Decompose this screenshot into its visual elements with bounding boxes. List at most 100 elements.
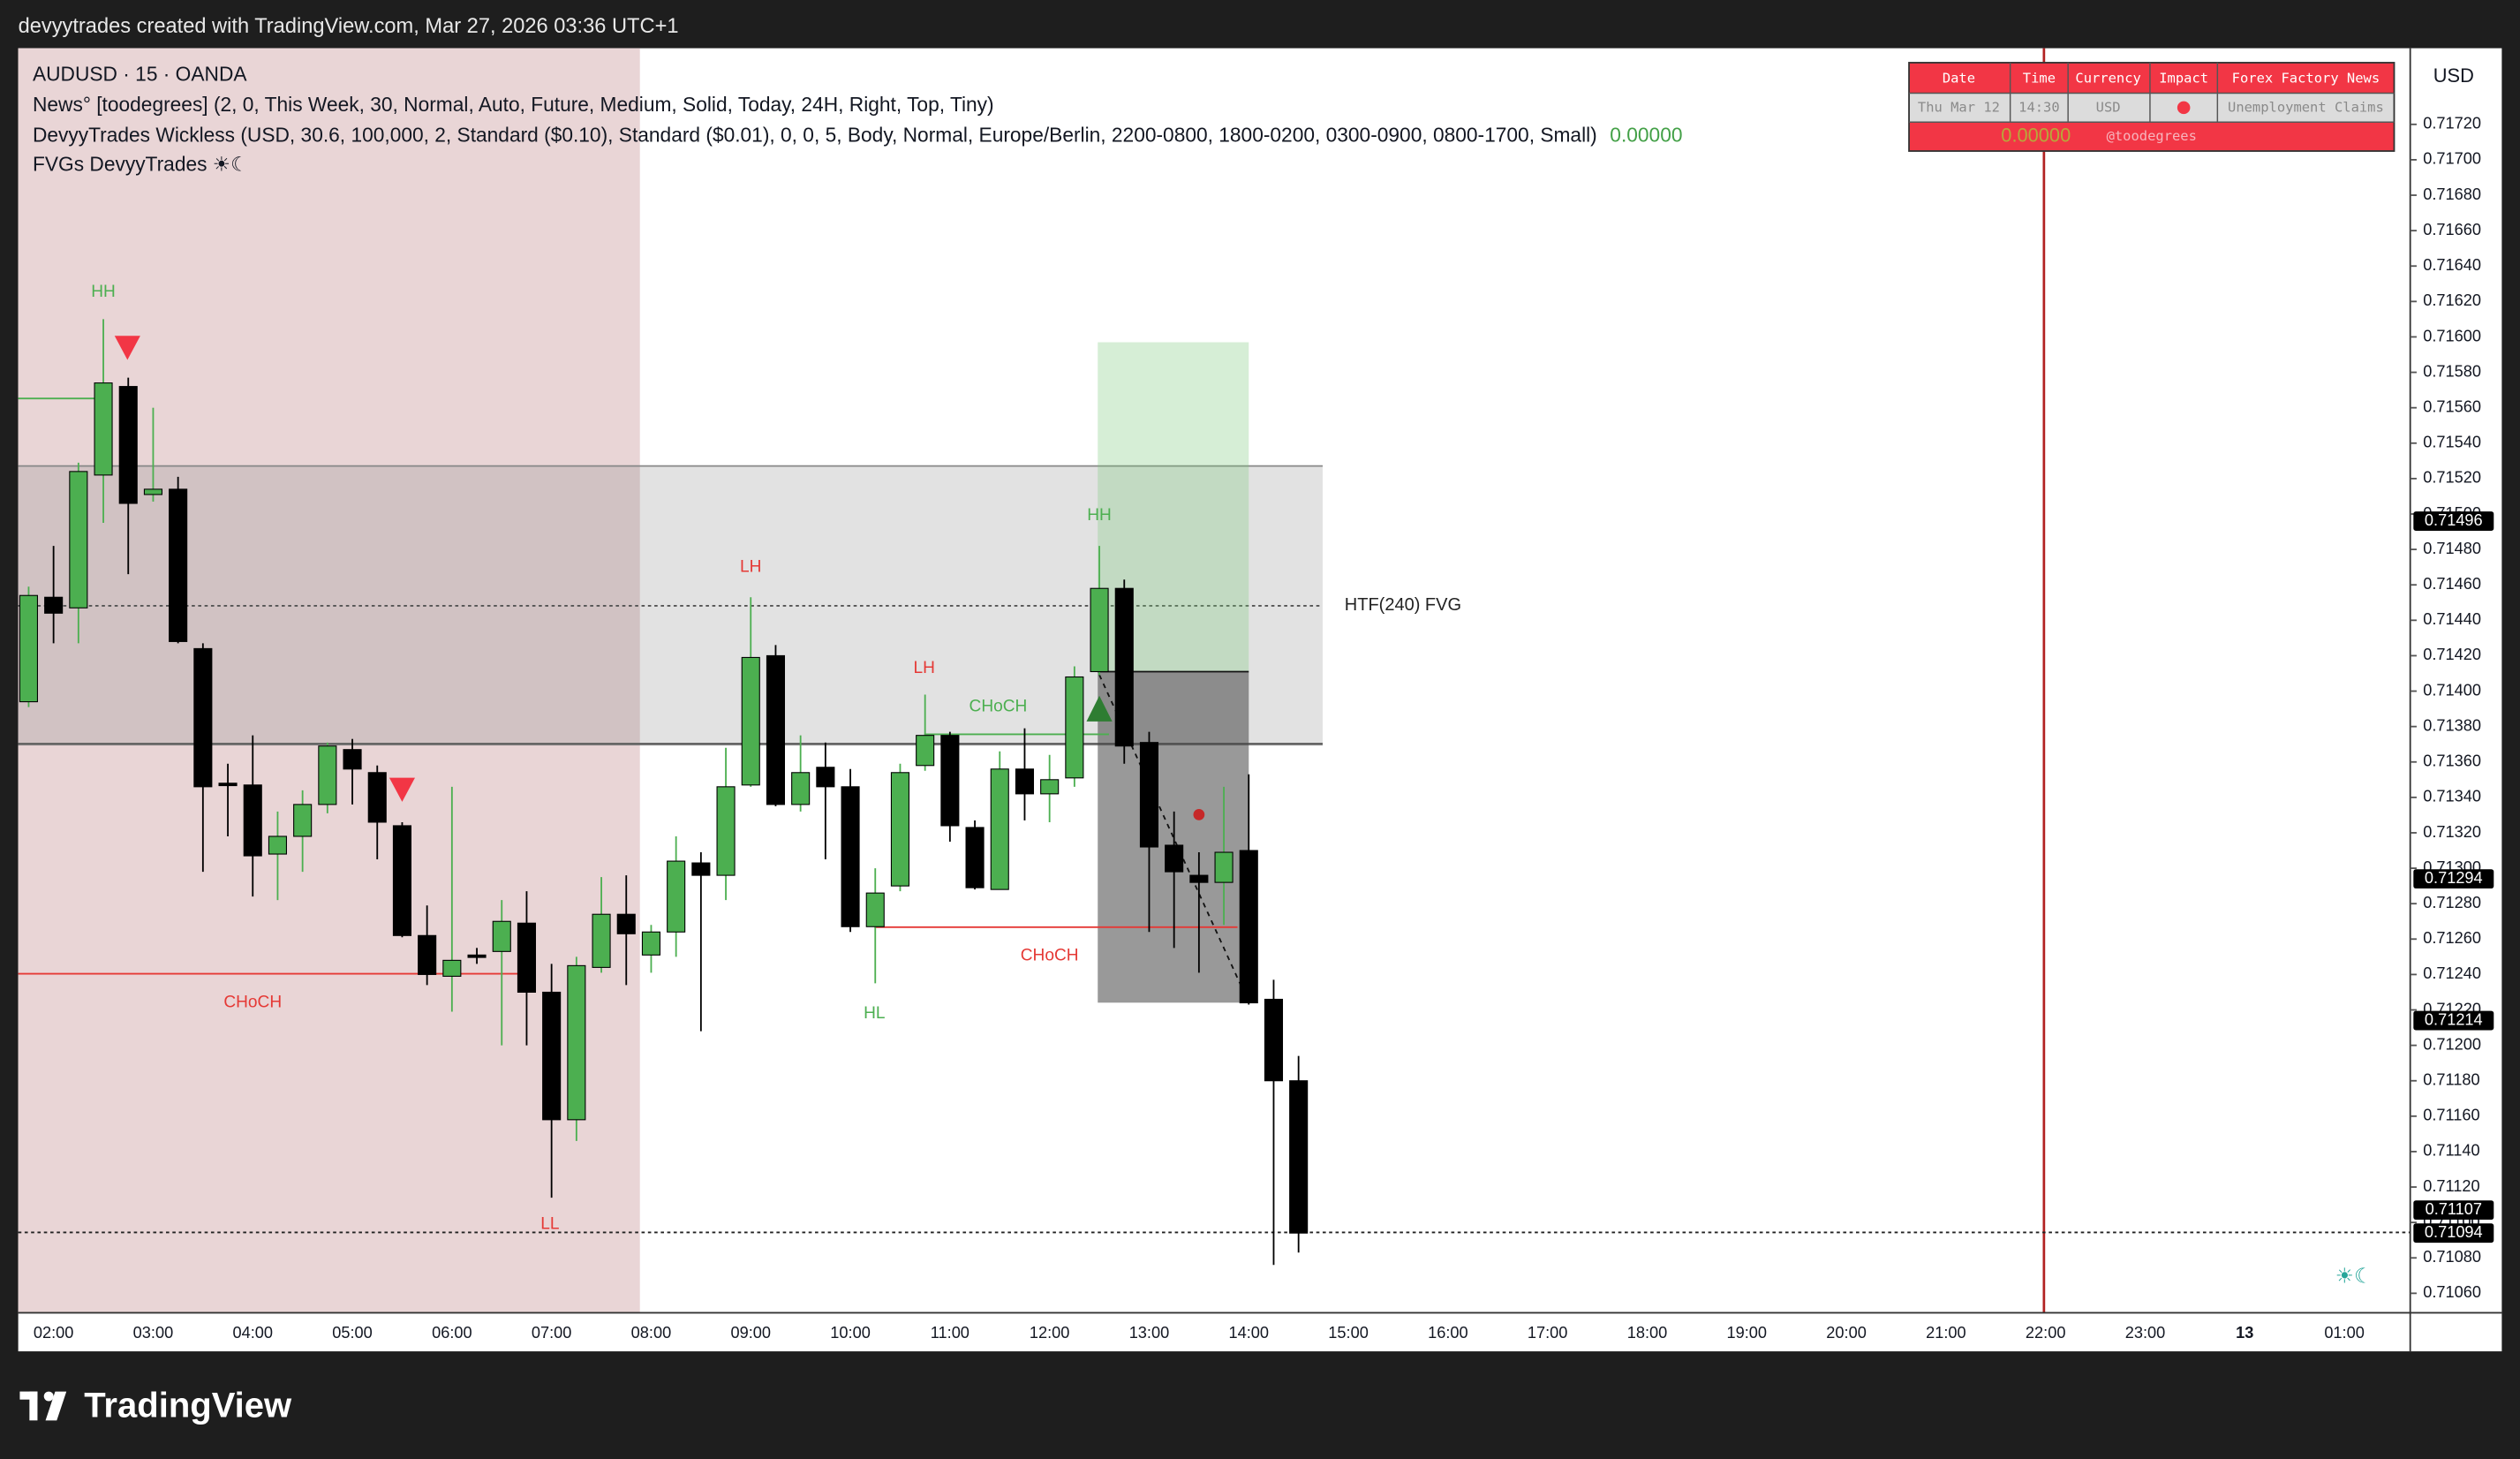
candle-body (1214, 851, 1234, 883)
candle-body (965, 827, 985, 888)
candle-body (318, 745, 337, 805)
x-tick-label: 07:00 (532, 1324, 572, 1342)
buy-signal (1086, 695, 1113, 722)
annotation: LH (914, 659, 935, 677)
annotation: CHoCH (223, 993, 282, 1011)
candle-body (1289, 1080, 1309, 1234)
annotation: CHoCH (970, 698, 1028, 716)
candle-body (1015, 768, 1035, 795)
candle-body (467, 954, 487, 958)
y-tick-label: 0.71660 (2423, 221, 2481, 238)
price-badge (2413, 511, 2494, 531)
table-heading: Time (2023, 71, 2056, 87)
brand: TradingView (19, 1386, 292, 1425)
candles (19, 319, 1309, 1266)
candle-body (1139, 742, 1159, 848)
x-tick-label: 16:00 (1428, 1324, 1468, 1342)
brand-name: TradingView (84, 1386, 292, 1425)
y-tick-label: 0.71340 (2423, 788, 2481, 805)
table-footer-value: 0.00000 (2001, 124, 2071, 146)
y-tick-label: 0.71080 (2423, 1248, 2481, 1266)
annotation: LH (740, 557, 761, 576)
currency: USD (2433, 64, 2474, 87)
table-cell: Unemployment Claims (2228, 99, 2384, 115)
price-badge (2413, 1200, 2494, 1221)
y-tick-label: 0.71160 (2423, 1107, 2479, 1124)
candle-body (69, 471, 88, 609)
candle-body (1114, 587, 1134, 747)
candle-body (1040, 779, 1060, 795)
x-tick-label: 01:00 (2324, 1324, 2365, 1342)
price-badge-label: 0.71094 (2425, 1223, 2483, 1241)
y-tick-label: 0.71060 (2423, 1283, 2481, 1301)
x-tick-label: 02:00 (34, 1324, 74, 1342)
x-tick-label: 23:00 (2125, 1324, 2166, 1342)
candle-body (766, 654, 786, 805)
candle-body (492, 920, 511, 952)
symbol: AUDUSD · 15 · OANDA (33, 63, 247, 86)
table-heading: Impact (2159, 71, 2208, 87)
x-tick-label: 09:00 (730, 1324, 771, 1342)
y-tick-label: 0.71480 (2423, 540, 2481, 557)
y-tick-label: 0.71460 (2423, 575, 2481, 593)
price-badge-label: 0.71294 (2425, 869, 2483, 887)
y-tick-label: 0.71200 (2423, 1035, 2481, 1053)
y-tick-label: 0.71140 (2423, 1142, 2479, 1160)
candle-body (841, 786, 860, 927)
table-border (1908, 62, 2396, 152)
sell-signal (114, 336, 140, 360)
y-tick-label: 0.71440 (2423, 610, 2481, 628)
y-tick-label: 0.71260 (2423, 929, 2481, 947)
y-tick-label: 0.71680 (2423, 185, 2481, 203)
annotation: LL (540, 1214, 559, 1233)
candle-body (890, 772, 910, 887)
indicator-line: FVGs DevyyTrades ☀︎☾ (33, 152, 249, 175)
table-header (1909, 62, 2395, 94)
x-tick-label: 21:00 (1926, 1324, 1966, 1342)
y-tick-label: 0.71320 (2423, 823, 2481, 841)
candle-body (667, 860, 686, 933)
candle-body (816, 767, 835, 788)
price-badge-label: 0.71107 (2426, 1200, 2482, 1218)
y-tick-label: 0.71540 (2423, 434, 2481, 451)
y-tick-label: 0.71580 (2423, 362, 2481, 380)
candle-body (1065, 676, 1084, 779)
y-tick-label: 0.71640 (2423, 256, 2481, 274)
candle-body (940, 735, 960, 827)
y-tick-label: 0.71720 (2423, 115, 2481, 132)
candle-body (392, 825, 412, 936)
table-heading: Currency (2075, 71, 2140, 87)
sell-signal (389, 777, 416, 802)
y-tick-label: 0.71560 (2423, 397, 2481, 415)
x-tick-label: 18:00 (1627, 1324, 1668, 1342)
y-tick-label: 0.71180 (2423, 1071, 2479, 1089)
table-cell: 14:30 (2018, 99, 2060, 115)
candle-body (218, 782, 238, 787)
annotation: HH (1087, 506, 1112, 525)
y-tick-label: 0.71700 (2423, 150, 2481, 168)
candle-body (716, 786, 736, 876)
candle-body (567, 964, 586, 1121)
y-tick-label: 0.71280 (2423, 894, 2481, 911)
table-cell: USD (2096, 99, 2121, 115)
logo-part (43, 1391, 54, 1402)
candle-body (193, 647, 213, 788)
marker (1193, 809, 1205, 820)
candle-body (143, 488, 162, 495)
y-tick-label: 0.71380 (2423, 716, 2481, 734)
candle-body (268, 835, 287, 855)
y-tick-label: 0.71400 (2423, 681, 2481, 699)
price-badge (2413, 1010, 2494, 1031)
table-cell: Thu Mar 12 (1918, 99, 2000, 115)
candle-body (169, 488, 188, 642)
x-tick-label: 04:00 (232, 1324, 273, 1342)
candle-body (118, 386, 138, 504)
price-badge (2413, 1223, 2494, 1244)
candle-body (791, 772, 811, 805)
price-badge-label: 0.71496 (2425, 511, 2483, 529)
y-tick-label: 0.71600 (2423, 327, 2481, 344)
impact-dot (2177, 101, 2191, 115)
x-tick-label: 22:00 (2026, 1324, 2066, 1342)
x-tick-label: 15:00 (1328, 1324, 1369, 1342)
